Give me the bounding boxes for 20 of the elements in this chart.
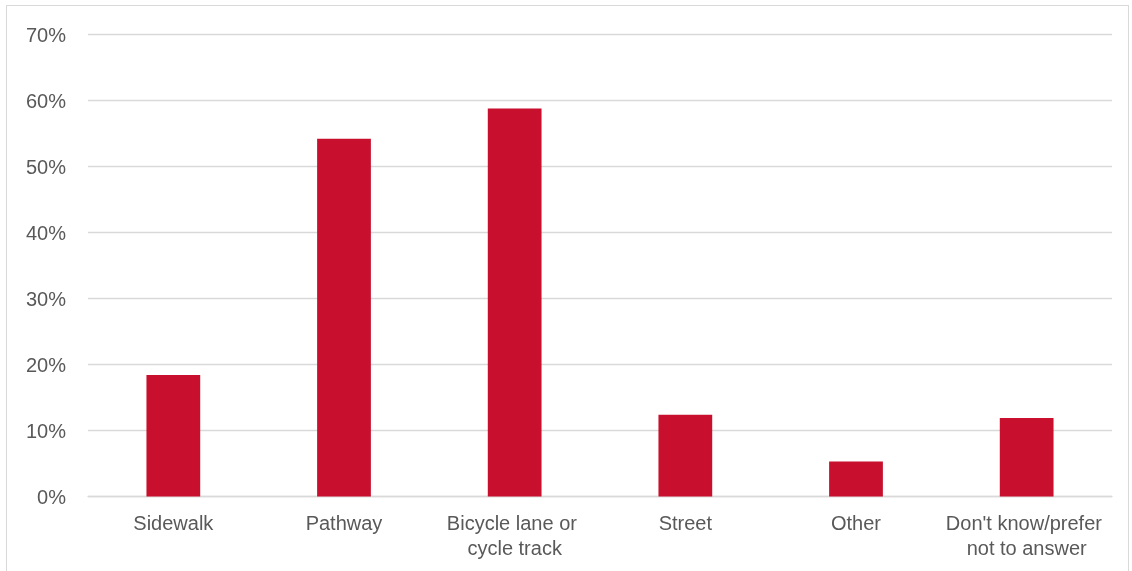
- bar: [829, 461, 883, 497]
- y-tick-label: 40%: [25, 221, 67, 244]
- y-tick-label: 0%: [37, 485, 67, 508]
- y-tick-label: 20%: [25, 353, 67, 376]
- bar: [317, 138, 371, 497]
- x-tick-label: Street: [658, 512, 713, 534]
- bar: [999, 417, 1054, 497]
- x-tick-label: Sidewalk: [133, 512, 215, 534]
- x-tick-label: Bicycle lane or cycle track: [446, 512, 583, 559]
- y-tick-label: 70%: [25, 23, 67, 46]
- x-tick-label: Don't know/prefer not to answer: [945, 512, 1108, 559]
- bar: [146, 375, 201, 497]
- x-tick-label: Pathway: [305, 512, 383, 534]
- y-tick-label: 60%: [25, 89, 67, 112]
- bar: [658, 414, 713, 497]
- y-tick-label: 30%: [25, 287, 67, 310]
- bar: [487, 108, 542, 497]
- y-tick-label: 10%: [25, 419, 67, 442]
- x-tick-label: Other: [830, 512, 882, 534]
- y-tick-label: 50%: [25, 155, 67, 178]
